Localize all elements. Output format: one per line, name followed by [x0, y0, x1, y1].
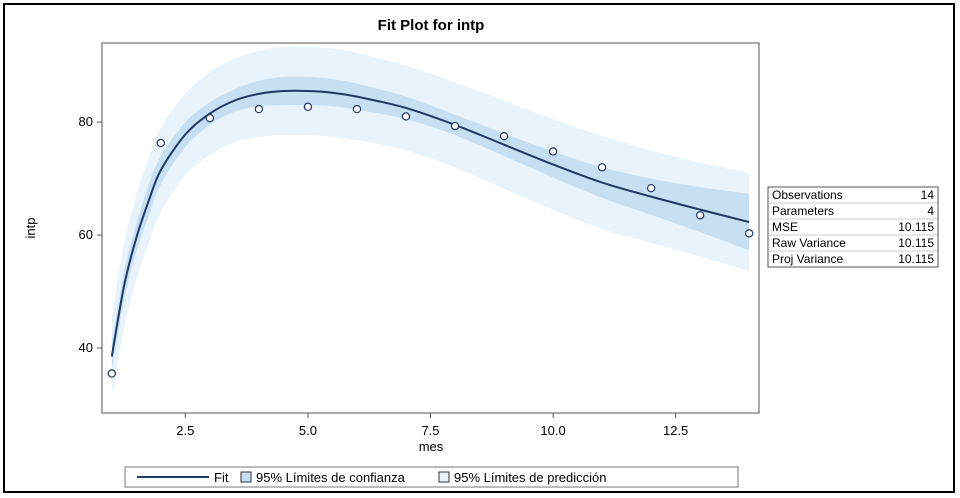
y-tick-label: 60	[79, 227, 93, 242]
bands-layer	[111, 46, 750, 397]
legend-fit-label: Fit	[214, 470, 229, 485]
x-axis-ticks: 2.5 5.0 7.5 10.0 12.5	[176, 413, 688, 438]
legend-prediction-swatch	[438, 471, 450, 483]
stats-table: Observations 14 Parameters 4 MSE 10.115 Raw Va…	[767, 186, 939, 268]
data-point	[107, 369, 117, 378]
stats-row-value: 14	[921, 188, 935, 202]
stats-table-frame	[767, 186, 939, 268]
stats-row-label: MSE	[772, 220, 798, 234]
stats-row-label: Observations	[772, 188, 843, 202]
legend-frame	[124, 466, 739, 488]
legend-prediction-label: 95% Límites de predicción	[454, 470, 606, 485]
chart-frame: Fit Plot for intp 2.5 5.0 7.5 10.0 12.5 40 60…	[3, 3, 955, 493]
data-point	[205, 113, 215, 123]
data-point	[744, 229, 754, 238]
legend-confidence-label: 95% Límites de confianza	[256, 470, 406, 485]
fit-layer	[110, 89, 750, 357]
x-tick-label: 10.0	[540, 423, 565, 438]
points-layer	[107, 102, 754, 378]
data-point	[548, 147, 558, 156]
x-tick-label: 2.5	[176, 423, 194, 438]
data-point	[646, 183, 656, 193]
x-tick-label: 7.5	[421, 423, 439, 438]
y-axis-ticks: 40 60 80	[79, 114, 102, 355]
legend-confidence-swatch	[240, 471, 252, 483]
stats-row-value: 10.115	[898, 252, 934, 266]
stats-row-label: Proj Variance	[772, 252, 843, 266]
stats-row-value: 10.115	[898, 220, 934, 234]
data-point	[303, 102, 313, 112]
data-point	[450, 121, 460, 131]
data-point	[254, 104, 264, 114]
fit-line	[110, 89, 750, 357]
y-tick-label: 40	[79, 340, 93, 355]
plot-area: 2.5 5.0 7.5 10.0 12.5 40 60 80	[79, 42, 760, 438]
data-point	[695, 211, 705, 220]
data-point	[352, 104, 362, 114]
x-axis-label: mes	[419, 439, 444, 454]
chart-title: Fit Plot for intp	[378, 17, 485, 34]
stats-row-label: Parameters	[772, 204, 834, 218]
x-tick-label: 5.0	[299, 423, 317, 438]
data-point	[597, 163, 607, 172]
y-axis-label: intp	[23, 218, 38, 239]
stats-row-value: 4	[927, 204, 934, 218]
stats-row-value: 10.115	[898, 236, 934, 250]
prediction-band	[111, 46, 750, 397]
fit-plot: Fit Plot for intp 2.5 5.0 7.5 10.0 12.5 40 60…	[23, 17, 939, 488]
stats-row-label: Raw Variance	[772, 236, 846, 250]
y-tick-label: 80	[79, 114, 93, 129]
x-tick-label: 12.5	[663, 423, 688, 438]
data-point	[401, 112, 411, 121]
data-point	[499, 132, 509, 141]
data-point	[156, 138, 166, 148]
legend: Fit 95% Límites de confianza 95% Límites d…	[124, 466, 739, 488]
